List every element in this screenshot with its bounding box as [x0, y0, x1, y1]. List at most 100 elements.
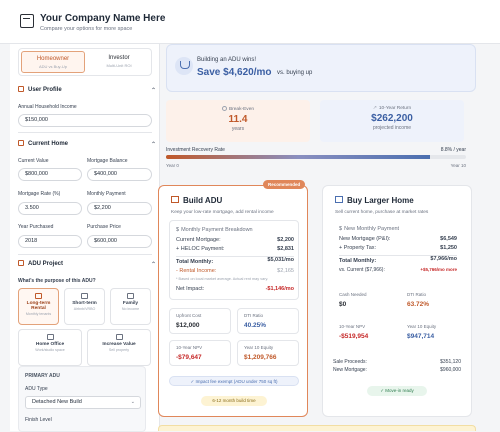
row-value: +$5,766/mo more [420, 267, 457, 272]
row-value: $2,200 [277, 237, 294, 243]
buy-larger-home-card: Buy Larger Home Sell current home, purch… [322, 185, 472, 417]
row-label: - Rental Income: [176, 268, 217, 274]
year-purchased-input[interactable]: 2018 [18, 235, 82, 248]
purpose-short-term[interactable]: Short-term Airbnb/VRBO [64, 288, 105, 325]
trend-up-icon: ↗ [372, 106, 377, 111]
section-user-profile-title: User Profile [28, 87, 62, 93]
tile-label: DTI Ratio [407, 292, 427, 297]
purpose-sub: Work/studio space [35, 348, 65, 352]
break-even-label: Break-Even [166, 106, 310, 112]
purchase-price-input[interactable]: $600,000 [87, 235, 152, 248]
section-adu-project-title: ADU Project [28, 261, 64, 267]
purpose-long-term-rental[interactable]: Long-term Rental Monthly tenants [18, 288, 59, 325]
primary-adu-panel: PRIMARY ADU ADU Type Detached New Build ⌄… [18, 366, 146, 432]
tile-label: 10-Year NPV [339, 324, 366, 329]
tile-value: 40.25% [244, 322, 267, 329]
mortgage-balance-label: Mortgage Balance [87, 158, 128, 164]
divider [18, 254, 152, 255]
breakdown-title-text: New Monthly Payment [344, 226, 400, 232]
row-label: Sale Proceeds: [333, 359, 367, 365]
row-value: $2,831 [277, 246, 294, 252]
trend-up-icon [115, 334, 123, 340]
purpose-sub: Airbnb/VRBO [73, 307, 96, 311]
mode-investor[interactable]: Investor Multi-Unit ROI [87, 51, 151, 73]
breakdown-row: + Property Tax: $1,250 [339, 245, 457, 251]
row-label: New Mortgage: [333, 367, 367, 373]
fee-exempt-text: Impact fee exempt (ADU under 750 sq ft) [195, 379, 278, 384]
trophy-icon [175, 57, 193, 75]
company-subtitle: Compare your options for more space [40, 26, 133, 32]
break-even-unit: years [231, 126, 245, 132]
building-icon [171, 196, 179, 203]
building-icon [18, 260, 24, 266]
mode-homeowner-label: Homeowner [36, 56, 70, 62]
section-adu-project[interactable]: ADU Project ⌃ [18, 260, 160, 274]
build-adu-title-text: Build ADU [183, 196, 223, 205]
rent-disclaimer: * Based on local market average. Actual … [176, 277, 269, 281]
sidebar: Homeowner ADU vs Buy-Up Investor Multi-Uni… [10, 44, 160, 432]
banner-headline: Building an ADU wins! [197, 57, 257, 63]
purpose-sub: Monthly tenants [25, 312, 52, 316]
purpose-home-office[interactable]: Home Office Work/studio space [18, 329, 82, 366]
clock-icon [221, 106, 227, 111]
row-label: + HELOC Payment: [176, 246, 225, 252]
breakdown-row: Current Mortgage: $2,200 [176, 237, 294, 243]
row-value: $351,120 [440, 359, 461, 365]
row-value: -$1,146/mo [265, 286, 294, 292]
breakdown-row: - Rental Income: $2,165 [176, 268, 294, 274]
chevron-up-icon: ⌃ [150, 142, 156, 148]
dti-ratio-tile: DTI Ratio 63.72% [401, 288, 463, 314]
year-purchased-label: Year Purchased [18, 224, 54, 230]
home-icon [18, 140, 24, 146]
purpose-family[interactable]: Family No income [110, 288, 151, 325]
row-label: vs. Current ($7,966): [339, 267, 385, 273]
banner-tail: vs. buying up [277, 70, 313, 76]
winner-banner: Building an ADU wins! Save $4,620/mo vs.… [166, 44, 476, 92]
current-value-input[interactable]: $800,000 [18, 168, 82, 181]
income-input[interactable]: $150,000 [18, 114, 152, 127]
adu-type-select[interactable]: Detached New Build ⌄ [25, 396, 141, 409]
tile-label: Year 10 Equity [244, 345, 274, 350]
ten-year-return-value: $262,200 [371, 113, 413, 124]
key-icon [35, 293, 42, 299]
recovery-end: Year 10 [450, 163, 466, 168]
purpose-title: Long-term Rental [26, 301, 51, 311]
primary-adu-title[interactable]: PRIMARY ADU [25, 373, 60, 379]
equity-tile: Year 10 Equity $947,714 [401, 320, 463, 346]
section-user-profile[interactable]: User Profile ⌃ [18, 86, 160, 100]
tile-value: $0 [339, 301, 347, 308]
recommended-badge: Recommended [263, 180, 306, 189]
row-value: $2,165 [277, 268, 294, 274]
adu-payment-breakdown: $ Monthly Payment Breakdown Current Mortg… [169, 220, 299, 300]
briefcase-icon [46, 334, 54, 340]
recovery-rate-value: 8.8% / year [440, 147, 466, 153]
row-label: Net Impact: [176, 286, 205, 292]
purpose-increase-value[interactable]: Increase Value Sell property [87, 329, 151, 366]
banner-savings: Save $4,620/mo [197, 67, 272, 78]
purpose-sub: No income [121, 307, 140, 311]
mortgage-balance-input[interactable]: $400,000 [87, 168, 152, 181]
breakdown-row: + HELOC Payment: $2,831 [176, 246, 294, 252]
breakdown-row: New Mortgage (P&I): $6,549 [339, 236, 457, 242]
adu-type-label: ADU Type [25, 386, 48, 392]
primary-adu-text: PRIMARY ADU [25, 373, 60, 379]
ten-year-return-stat: ↗ 10-Year Return $262,200 projected incom… [320, 100, 464, 142]
row-value: $6,549 [440, 236, 457, 242]
tile-label: Year 10 Equity [407, 324, 437, 329]
row-value: $960,000 [440, 367, 461, 373]
mortgage-rate-input[interactable]: 3.500 [18, 202, 82, 215]
ten-year-return-label-text: 10-Year Return [378, 106, 412, 111]
mode-homeowner[interactable]: Homeowner ADU vs Buy-Up [21, 51, 85, 73]
tile-label: DTI Ratio [244, 313, 264, 318]
section-current-home[interactable]: Current Home ⌃ [18, 140, 160, 154]
row-value: $5,031/mo [267, 257, 294, 263]
ten-year-return-unit: projected income [372, 125, 412, 131]
sale-proceeds-row: Sale Proceeds: $351,120 [333, 359, 461, 365]
breakdown-title-text: Monthly Payment Breakdown [181, 227, 253, 233]
app-header: Your Company Name Here Compare your opti… [0, 0, 500, 44]
monthly-payment-input[interactable]: $2,200 [87, 202, 152, 215]
chevron-up-icon: ⌃ [150, 262, 156, 268]
breakdown-compare-row: vs. Current ($7,966): +$5,766/mo more [339, 267, 457, 273]
build-time-pill: 6-12 month build time [201, 396, 267, 406]
mode-homeowner-sub: ADU vs Buy-Up [38, 64, 67, 69]
